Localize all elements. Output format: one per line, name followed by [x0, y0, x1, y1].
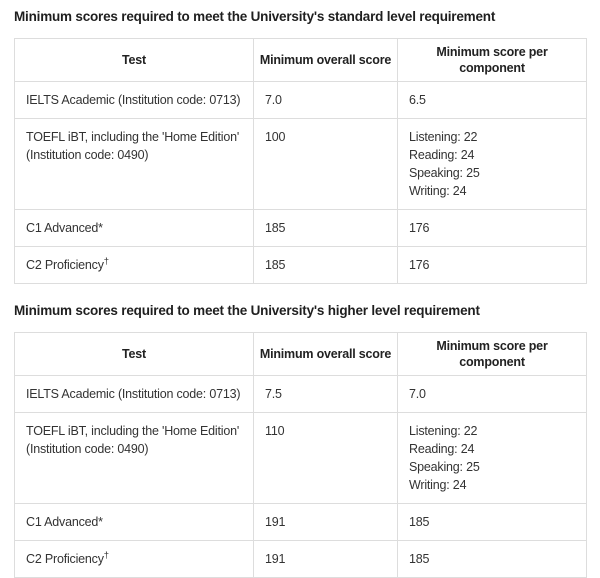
component-score-cell: Listening: 22 Reading: 24 Speaking: 25 W… — [397, 118, 587, 210]
component-score-listening: Listening: 22 — [409, 424, 478, 438]
table-row-ielts: IELTS Academic (Institution code: 0713) … — [14, 81, 587, 119]
component-score-speaking: Speaking: 25 — [409, 166, 480, 180]
overall-score-cell: 185 — [253, 246, 398, 284]
test-name: C2 Proficiency — [26, 258, 104, 272]
overall-score-cell: 191 — [253, 503, 398, 541]
test-name: IELTS Academic (Institution code: 0713) — [26, 387, 241, 401]
column-header-overall-score: Minimum overall score — [253, 332, 398, 376]
table-row-toefl: TOEFL iBT, including the 'Home Edition' … — [14, 412, 587, 504]
column-header-overall-score: Minimum overall score — [253, 38, 398, 82]
component-score-writing: Writing: 24 — [409, 478, 467, 492]
page: Minimum scores required to meet the Univ… — [14, 9, 587, 578]
overall-score-cell: 185 — [253, 209, 398, 247]
component-score-cell: 176 — [397, 209, 587, 247]
footnote-asterisk: * — [98, 221, 103, 235]
component-score-cell: 185 — [397, 503, 587, 541]
test-cell: IELTS Academic (Institution code: 0713) — [14, 81, 254, 119]
header-row: Test Minimum overall score Minimum score… — [14, 332, 587, 376]
standard-level-section: Minimum scores required to meet the Univ… — [14, 9, 587, 284]
test-cell: C1 Advanced* — [14, 503, 254, 541]
standard-level-table: Test Minimum overall score Minimum score… — [14, 38, 587, 284]
test-name-line2: (Institution code: 0490) — [26, 148, 149, 162]
component-score-writing: Writing: 24 — [409, 184, 467, 198]
component-score-cell: 6.5 — [397, 81, 587, 119]
test-cell: C2 Proficiency† — [14, 540, 254, 578]
component-score-cell: 185 — [397, 540, 587, 578]
test-name-line2: (Institution code: 0490) — [26, 442, 149, 456]
test-name: TOEFL iBT, including the 'Home Edition' — [26, 424, 240, 438]
test-cell: IELTS Academic (Institution code: 0713) — [14, 375, 254, 413]
test-name: IELTS Academic (Institution code: 0713) — [26, 93, 241, 107]
component-score-speaking: Speaking: 25 — [409, 460, 480, 474]
overall-score-cell: 7.5 — [253, 375, 398, 413]
footnote-dagger: † — [103, 549, 109, 561]
higher-level-table: Test Minimum overall score Minimum score… — [14, 332, 587, 578]
column-header-test: Test — [14, 332, 254, 376]
overall-score-cell: 191 — [253, 540, 398, 578]
footnote-asterisk: * — [98, 515, 103, 529]
higher-level-section: Minimum scores required to meet the Univ… — [14, 303, 587, 578]
table-row-c1-advanced: C1 Advanced* 185 176 — [14, 209, 587, 247]
test-name: C2 Proficiency — [26, 552, 104, 566]
column-header-component-score: Minimum score per component — [397, 38, 587, 82]
overall-score-cell: 110 — [253, 412, 398, 504]
footnote-dagger: † — [103, 255, 109, 267]
component-score-cell: Listening: 22 Reading: 24 Speaking: 25 W… — [397, 412, 587, 504]
test-name: C1 Advanced — [26, 221, 99, 235]
test-cell: TOEFL iBT, including the 'Home Edition' … — [14, 118, 254, 210]
header-row: Test Minimum overall score Minimum score… — [14, 38, 587, 82]
test-cell: C1 Advanced* — [14, 209, 254, 247]
component-score-listening: Listening: 22 — [409, 130, 478, 144]
component-score-reading: Reading: 24 — [409, 148, 475, 162]
standard-level-title: Minimum scores required to meet the Univ… — [14, 9, 496, 24]
table-row-c2-proficiency: C2 Proficiency† 185 176 — [14, 246, 587, 284]
table-row-toefl: TOEFL iBT, including the 'Home Edition' … — [14, 118, 587, 210]
table-row-c1-advanced: C1 Advanced* 191 185 — [14, 503, 587, 541]
component-score-cell: 7.0 — [397, 375, 587, 413]
column-header-component-score: Minimum score per component — [397, 332, 587, 376]
component-score-reading: Reading: 24 — [409, 442, 475, 456]
overall-score-cell: 7.0 — [253, 81, 398, 119]
test-name: TOEFL iBT, including the 'Home Edition' — [26, 130, 240, 144]
table-row-ielts: IELTS Academic (Institution code: 0713) … — [14, 375, 587, 413]
test-cell: TOEFL iBT, including the 'Home Edition' … — [14, 412, 254, 504]
test-cell: C2 Proficiency† — [14, 246, 254, 284]
component-score-cell: 176 — [397, 246, 587, 284]
column-header-test: Test — [14, 38, 254, 82]
test-name: C1 Advanced — [26, 515, 99, 529]
higher-level-title: Minimum scores required to meet the Univ… — [14, 303, 480, 318]
overall-score-cell: 100 — [253, 118, 398, 210]
table-row-c2-proficiency: C2 Proficiency† 191 185 — [14, 540, 587, 578]
